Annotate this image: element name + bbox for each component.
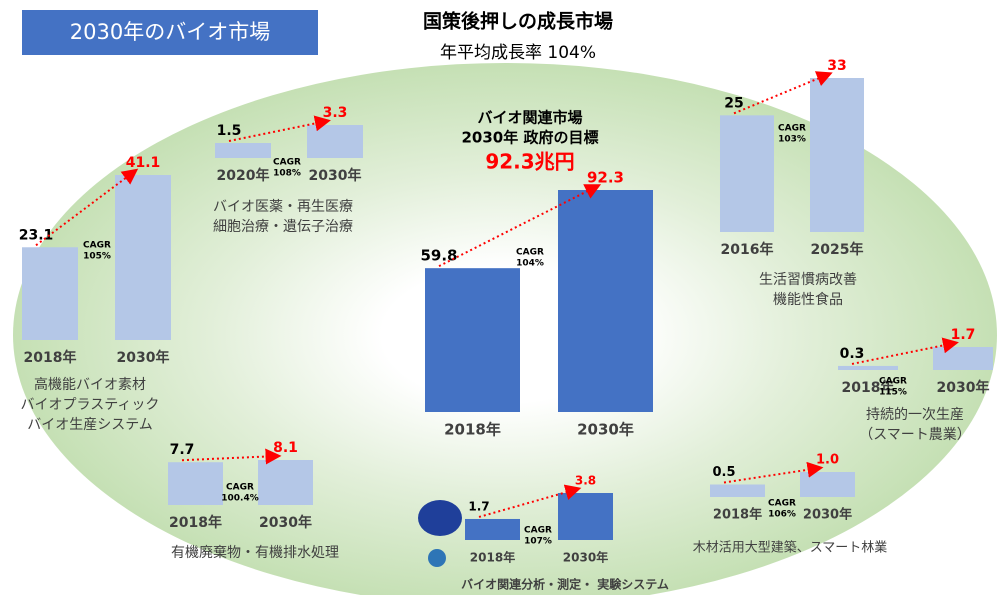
cagr-label: CAGR xyxy=(273,158,301,168)
bar xyxy=(558,493,613,540)
logo xyxy=(428,549,446,567)
cagr-label: 106% xyxy=(768,510,796,520)
description: 高機能バイオ素材 xyxy=(34,376,146,393)
description: 木材活用大型建築、スマート林業 xyxy=(693,540,888,556)
bar xyxy=(425,268,520,412)
headline: バイオ関連市場 xyxy=(477,109,582,127)
value-label: 8.1 xyxy=(273,440,298,456)
value-label: 25 xyxy=(724,95,743,111)
x-label: 2030年 xyxy=(309,167,362,184)
bar xyxy=(168,462,223,505)
bar xyxy=(810,78,864,232)
x-label: 2030年 xyxy=(259,514,312,531)
x-label: 2018年 xyxy=(713,507,762,523)
cagr-label: 115% xyxy=(879,388,907,398)
cagr-label: CAGR xyxy=(768,499,796,509)
description: バイオ生産システム xyxy=(27,417,153,433)
description: 生活習慣病改善 xyxy=(759,271,857,288)
value-label: 0.3 xyxy=(840,346,865,362)
value-label: 92.3 xyxy=(587,169,624,187)
growth-arrow xyxy=(181,448,282,465)
value-label: 3.3 xyxy=(323,105,348,121)
cagr-label: CAGR xyxy=(83,241,111,251)
bar xyxy=(720,115,774,232)
growth-arrow xyxy=(723,461,824,484)
title: 国策後押しの成長市場 xyxy=(423,10,613,33)
x-label: 2018年 xyxy=(444,421,501,439)
growth-arrow xyxy=(35,168,139,247)
x-label: 2018年 xyxy=(470,550,515,565)
badge-box xyxy=(22,10,318,55)
x-label: 2020年 xyxy=(217,167,270,184)
cagr-label: 105% xyxy=(83,252,111,262)
x-label: 2030年 xyxy=(563,550,608,565)
x-label: 2030年 xyxy=(803,507,852,523)
value-label: 1.7 xyxy=(951,327,976,343)
cagr-label: 107% xyxy=(524,537,552,547)
cagr-label: 108% xyxy=(273,169,301,179)
bar xyxy=(307,125,363,158)
growth-arrow xyxy=(228,115,331,142)
cagr-label: 100.4% xyxy=(221,494,259,504)
bar xyxy=(215,143,271,158)
cagr-label: CAGR xyxy=(778,124,806,134)
logo xyxy=(418,500,462,536)
subtitle: 年平均成長率 104% xyxy=(440,43,596,63)
value-label: 7.7 xyxy=(170,442,195,458)
badge: 2030年のバイオ市場 xyxy=(70,20,270,44)
description: バイオ関連分析・測定・ 実験システム xyxy=(461,577,669,592)
description: バイオプラスティック xyxy=(21,397,160,413)
cagr-label: 103% xyxy=(778,135,806,145)
cagr-label: CAGR xyxy=(879,377,907,387)
description: 細胞治療・遺伝子治療 xyxy=(213,218,353,235)
x-label: 2018年 xyxy=(24,349,77,366)
bar xyxy=(115,175,171,340)
value-label: 0.5 xyxy=(712,465,735,480)
bar xyxy=(258,460,313,505)
x-label: 2025年 xyxy=(811,241,864,258)
description: （スマート農業） xyxy=(859,427,971,443)
bar xyxy=(558,190,653,412)
value-label: 33 xyxy=(827,58,846,74)
x-label: 2030年 xyxy=(577,421,634,439)
value-label: 1.7 xyxy=(468,499,489,513)
cagr-label: CAGR xyxy=(524,526,552,536)
x-label: 2030年 xyxy=(117,349,170,366)
description: バイオ医薬・再生医療 xyxy=(213,198,353,215)
cagr-label: 104% xyxy=(516,259,544,269)
x-label: 2030年 xyxy=(937,379,990,396)
bar xyxy=(800,472,855,497)
description: 有機廃棄物・有機排水処理 xyxy=(171,544,339,561)
bar xyxy=(465,518,520,540)
value-label: 3.8 xyxy=(575,474,596,488)
description: 持続的一次生産 xyxy=(866,406,964,423)
headline-value: 92.3兆円 xyxy=(485,150,574,174)
growth-arrow xyxy=(478,484,582,518)
x-label: 2016年 xyxy=(721,241,774,258)
value-label: 41.1 xyxy=(126,155,161,171)
bar xyxy=(22,247,78,340)
x-label: 2018年 xyxy=(842,379,895,396)
value-label: 1.0 xyxy=(816,453,839,468)
value-label: 1.5 xyxy=(217,123,242,139)
x-label: 2018年 xyxy=(169,514,222,531)
bar xyxy=(710,484,765,497)
bar xyxy=(933,347,993,370)
growth-arrow xyxy=(733,71,833,115)
bar xyxy=(838,365,898,370)
cagr-label: CAGR xyxy=(226,483,254,493)
headline: 2030年 政府の目標 xyxy=(462,129,599,147)
description: 機能性食品 xyxy=(773,291,843,308)
cagr-label: CAGR xyxy=(516,248,544,258)
value-label: 59.8 xyxy=(420,247,457,265)
